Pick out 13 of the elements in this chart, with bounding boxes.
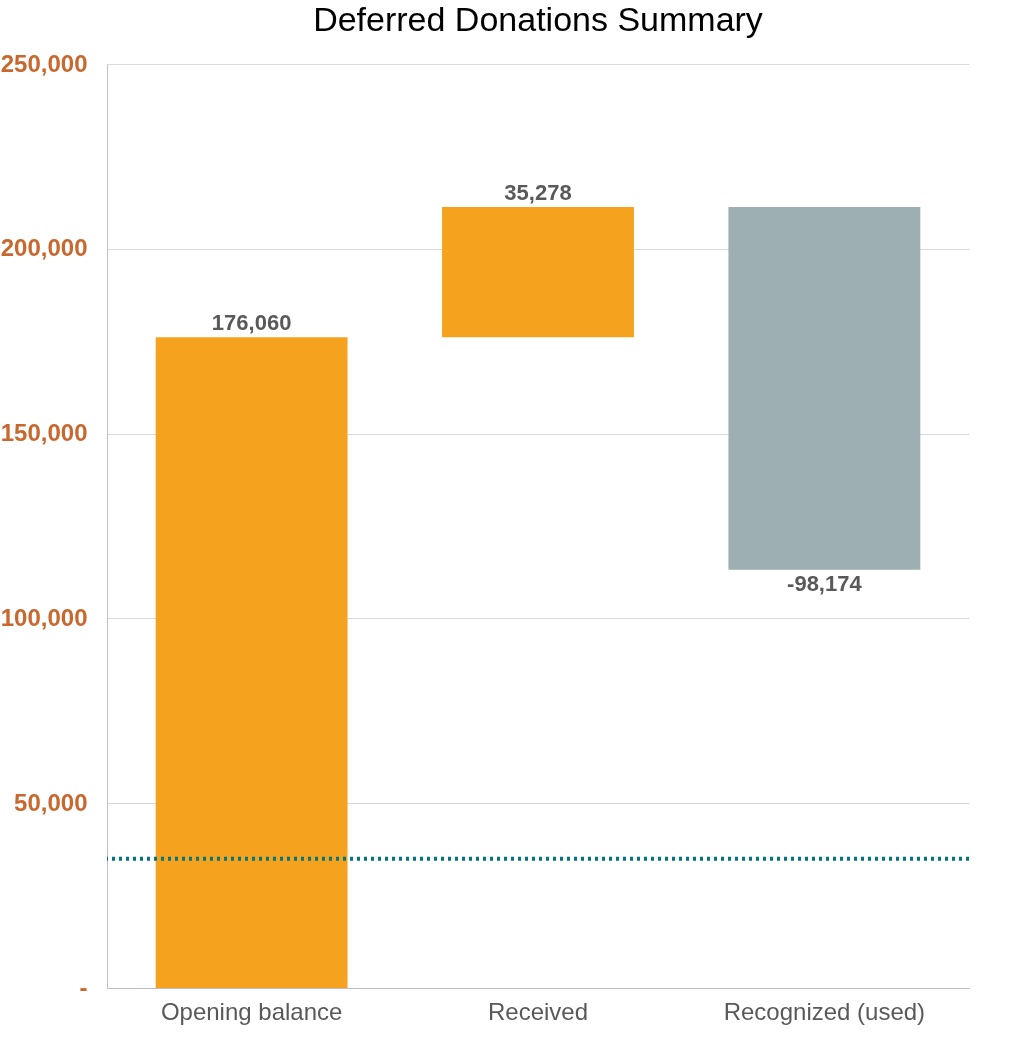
data-label: 35,278 bbox=[504, 179, 572, 205]
chart-title: Deferred Donations Summary bbox=[313, 0, 763, 38]
data-label: -98,174 bbox=[787, 570, 863, 596]
y-tick-label: 150,000 bbox=[0, 419, 88, 447]
y-tick-label: 200,000 bbox=[0, 234, 88, 262]
x-tick-label: Received bbox=[487, 997, 589, 1025]
y-tick-label: 100,000 bbox=[0, 603, 88, 631]
y-tick-label: 250,000 bbox=[0, 49, 88, 77]
y-tick-label: - bbox=[79, 973, 88, 1001]
x-tick-label: Opening balance bbox=[160, 997, 343, 1025]
data-label: 176,060 bbox=[211, 310, 292, 336]
x-tick-label: Recognized (used) bbox=[723, 997, 926, 1025]
y-tick-label: 50,000 bbox=[14, 788, 88, 816]
